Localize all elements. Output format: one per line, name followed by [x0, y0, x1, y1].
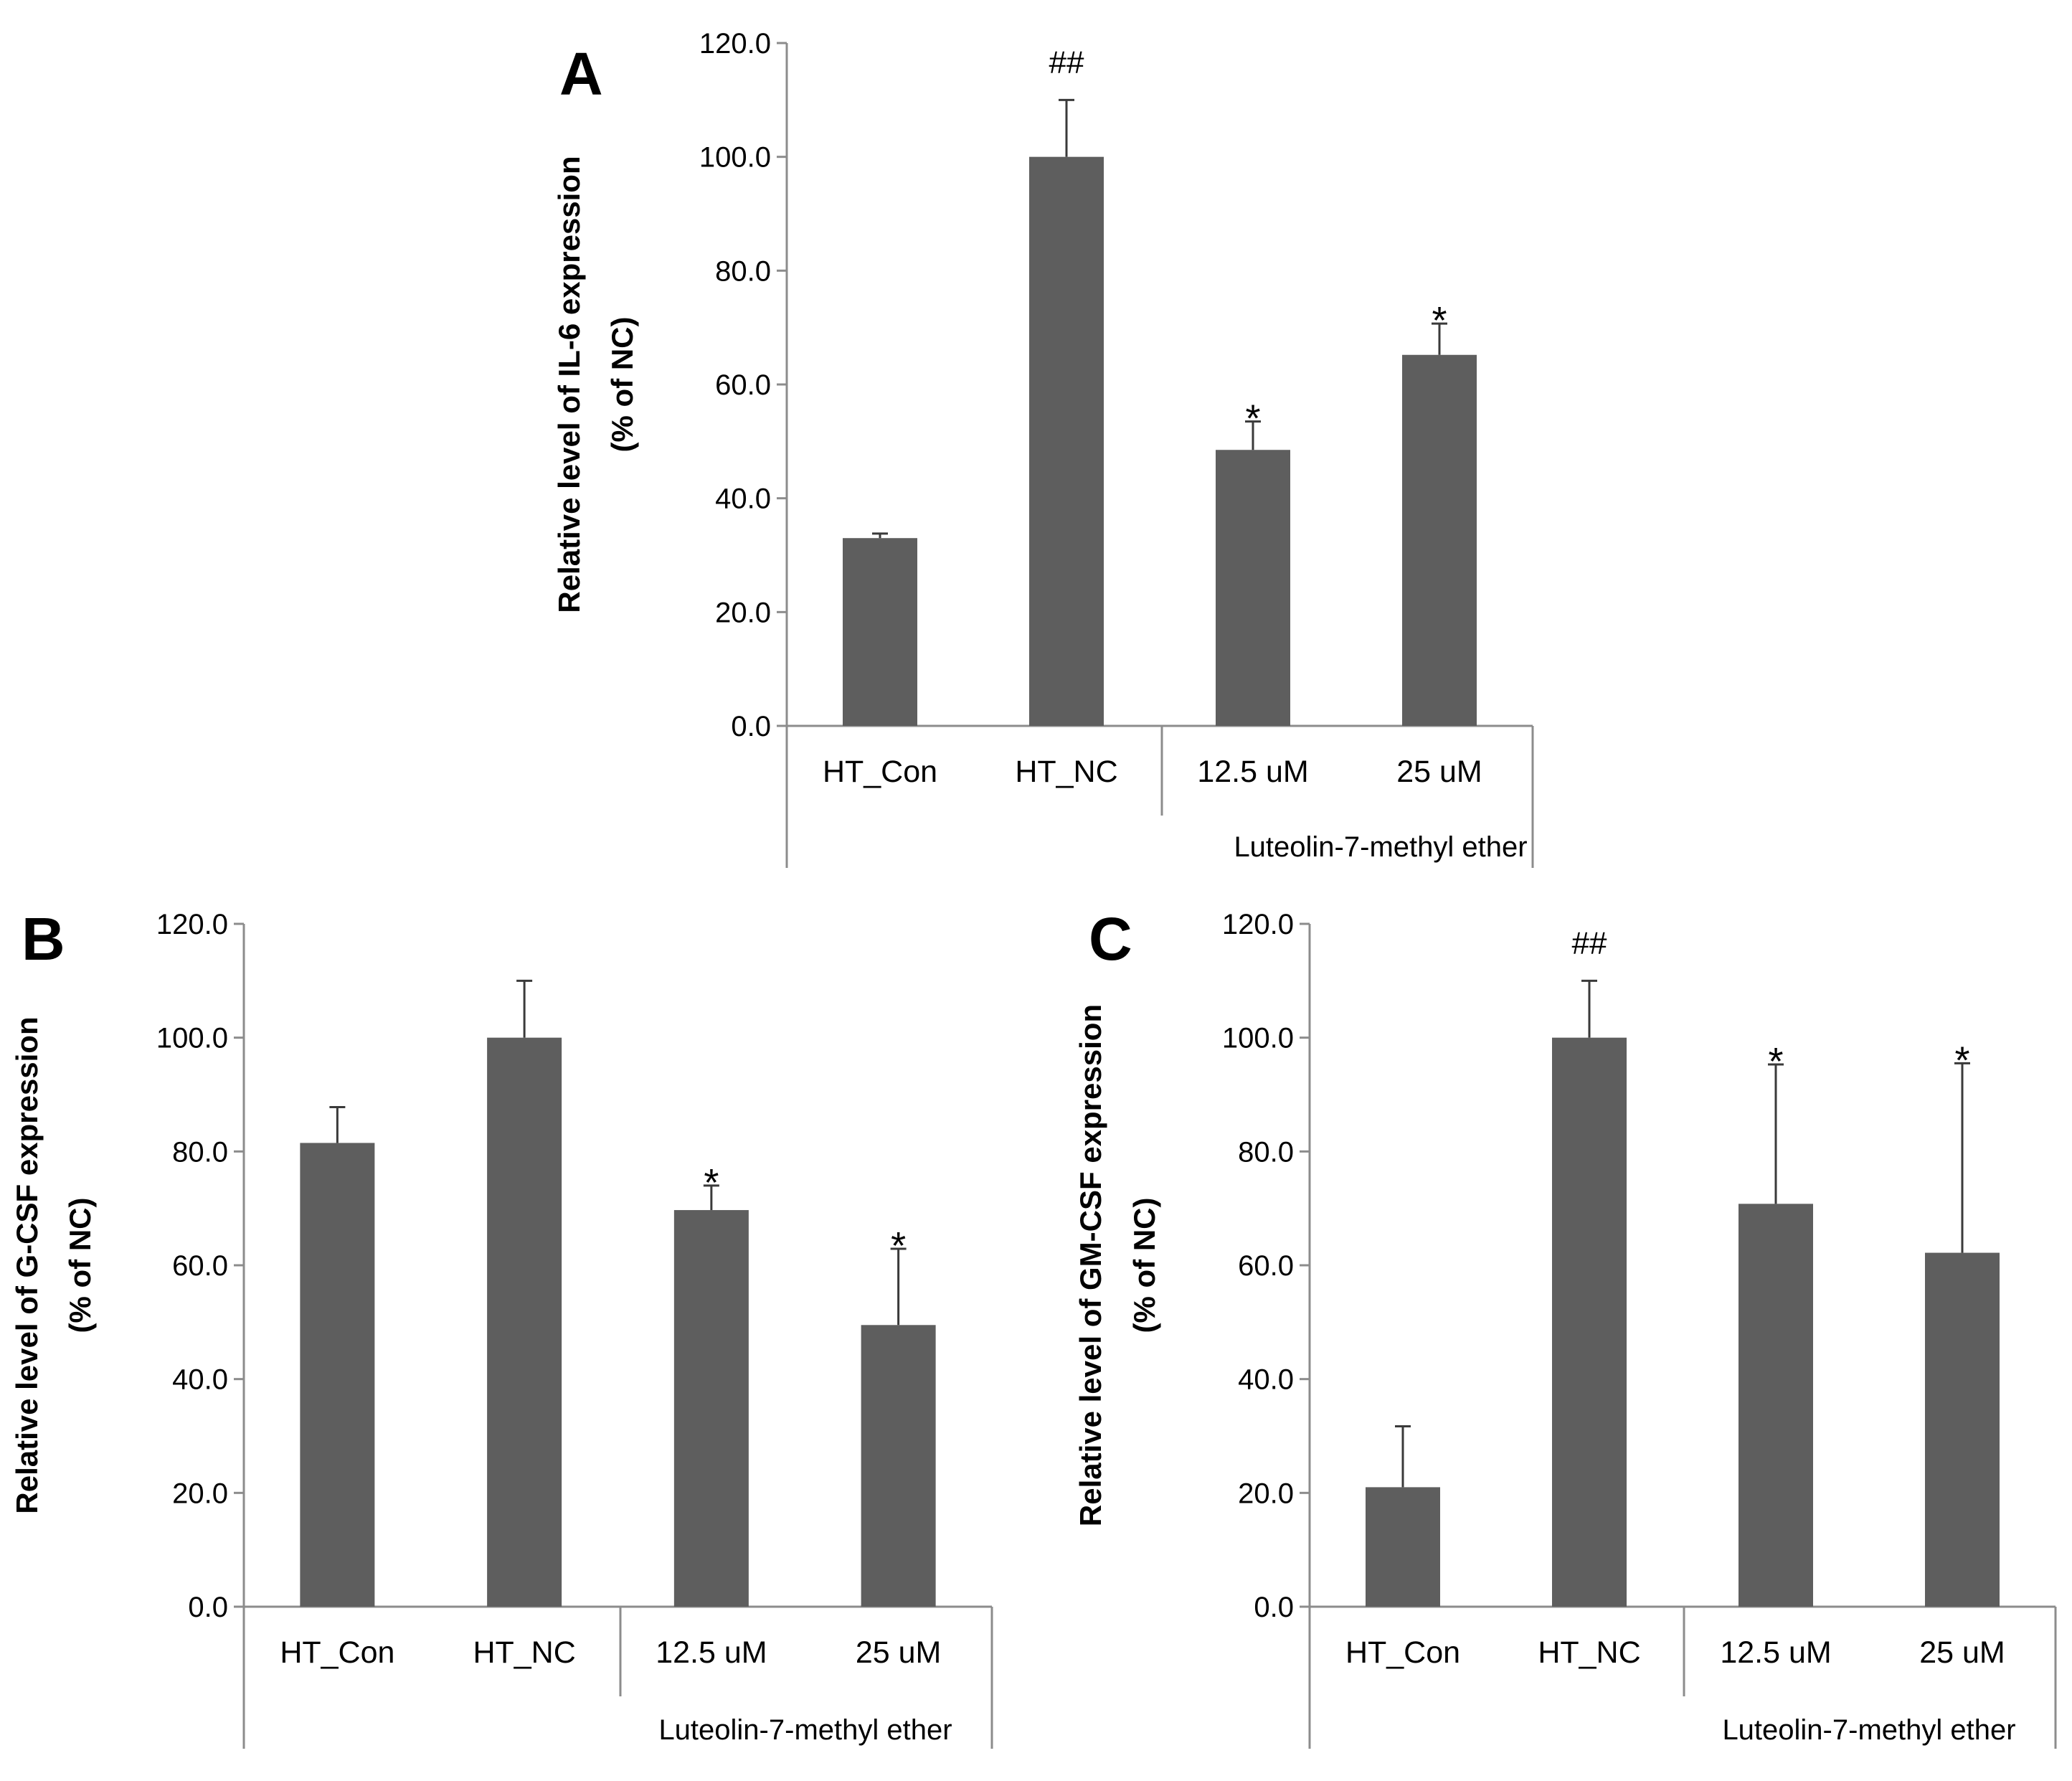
bar-ht-con — [843, 538, 917, 726]
bar-12-5-um — [1216, 450, 1290, 726]
panel-letter: A — [559, 40, 603, 108]
y-tick-label: 0.0 — [731, 711, 771, 742]
y-tick-label: 120.0 — [699, 28, 771, 60]
y-tick-label: 60.0 — [715, 369, 771, 401]
category-label: 12.5 uM — [656, 1635, 767, 1670]
y-tick-label: 0.0 — [1254, 1592, 1294, 1623]
significance-mark: ## — [1049, 44, 1084, 80]
panel-letter: B — [22, 905, 65, 973]
category-label: 12.5 uM — [1720, 1635, 1831, 1670]
y-axis-label: Relative level of G-CSF expression — [10, 1016, 44, 1513]
bar-25-um — [1402, 354, 1477, 726]
category-label: HT_NC — [1538, 1635, 1640, 1670]
y-tick-label: 0.0 — [188, 1592, 228, 1623]
chart-panel-b: B 0.0 20.0 40.0 60.0 80.0 100.0 120.0 Relative l… — [10, 905, 993, 1749]
group-label: Luteolin-7-methyl ether — [1722, 1714, 2015, 1746]
bar-ht-nc — [1552, 1037, 1627, 1607]
group-label: Luteolin-7-methyl ether — [1234, 831, 1527, 863]
y-axis-label-units: (% of NC) — [605, 317, 639, 453]
y-tick-label: 40.0 — [715, 483, 771, 515]
significance-mark: ## — [1572, 925, 1607, 960]
category-label: HT_Con — [1345, 1635, 1460, 1670]
y-tick-label: 80.0 — [172, 1136, 228, 1168]
y-tick-label: 60.0 — [172, 1250, 228, 1282]
bar-25-um — [861, 1325, 936, 1607]
significance-mark: * — [704, 1161, 719, 1204]
bar-ht-nc — [1029, 156, 1104, 726]
bar-ht-nc — [487, 1037, 562, 1607]
bar-ht-con — [300, 1143, 375, 1607]
bar-12-5-um — [1739, 1204, 1813, 1607]
y-axis-label-units: (% of NC) — [1127, 1198, 1161, 1333]
category-label: HT_NC — [473, 1635, 575, 1670]
chart-panel-c: C 0.0 20.0 40.0 60.0 80.0 100.0 120.0 Relative l… — [1074, 905, 2057, 1749]
category-label: 25 uM — [1919, 1635, 2005, 1670]
y-tick-label: 20.0 — [172, 1478, 228, 1509]
bar-12-5-um — [673, 1210, 749, 1607]
y-tick-label: 20.0 — [715, 597, 771, 628]
significance-mark: * — [1954, 1039, 1969, 1082]
group-label: Luteolin-7-methyl ether — [658, 1714, 952, 1746]
y-tick-label: 80.0 — [1238, 1136, 1294, 1168]
category-label: 12.5 uM — [1197, 755, 1308, 789]
significance-mark: * — [1768, 1040, 1783, 1083]
bar-25-um — [1925, 1252, 2000, 1607]
y-axis-label: Relative level of IL-6 expression — [552, 156, 586, 613]
significance-mark: * — [891, 1224, 906, 1267]
category-label: HT_Con — [280, 1635, 394, 1670]
significance-mark: * — [1245, 397, 1260, 440]
panel-letter: C — [1089, 905, 1132, 973]
y-tick-label: 100.0 — [1222, 1023, 1294, 1054]
significance-mark: * — [1432, 299, 1447, 342]
y-tick-label: 40.0 — [172, 1364, 228, 1396]
y-tick-label: 20.0 — [1238, 1478, 1294, 1509]
y-tick-label: 100.0 — [699, 142, 771, 174]
category-label: HT_NC — [1015, 755, 1117, 789]
y-axis-label: Relative level of GM-CSF expression — [1074, 1004, 1107, 1526]
y-axis-label-units: (% of NC) — [63, 1198, 97, 1333]
chart-panel-a: A 0.0 20.0 40.0 60.0 80.0 100.0 120.0 Relative l… — [552, 28, 1534, 868]
y-tick-label: 100.0 — [156, 1023, 228, 1054]
y-tick-label: 80.0 — [715, 255, 771, 287]
category-label: HT_Con — [823, 755, 937, 789]
y-tick-label: 40.0 — [1238, 1364, 1294, 1396]
category-label: 25 uM — [1396, 755, 1482, 789]
category-label: 25 uM — [856, 1635, 942, 1670]
y-tick-label: 60.0 — [1238, 1250, 1294, 1282]
y-tick-label: 120.0 — [156, 909, 228, 940]
bar-ht-con — [1366, 1487, 1440, 1607]
y-tick-label: 120.0 — [1222, 909, 1294, 940]
